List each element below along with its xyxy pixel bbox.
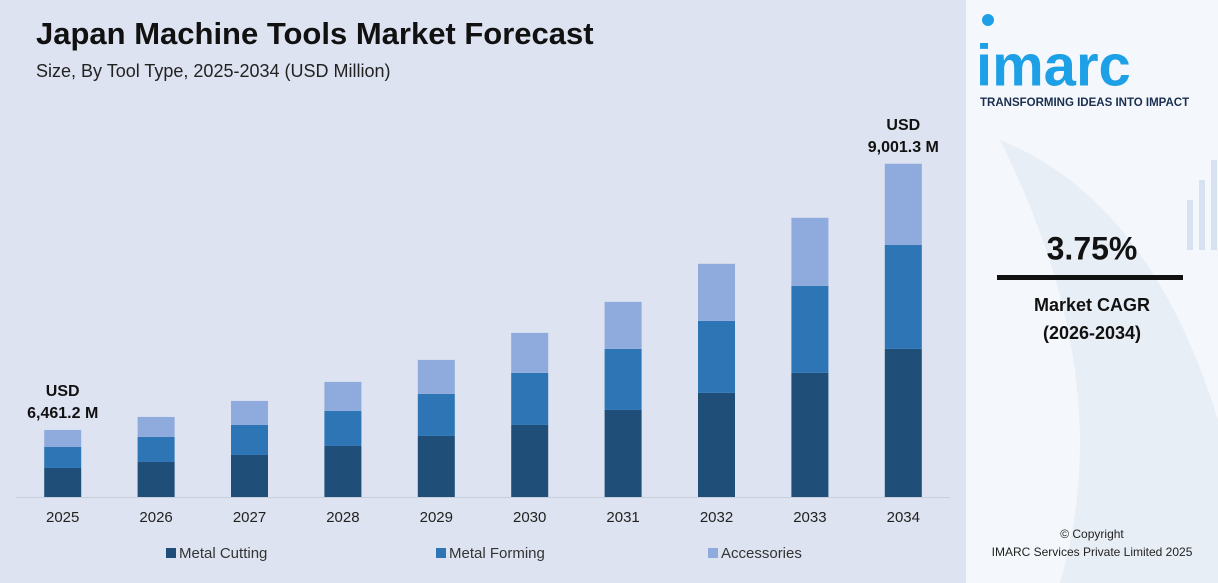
x-tick-label: 2026 (139, 509, 172, 526)
bar-segment (511, 372, 549, 425)
bar-segment (137, 436, 175, 462)
annotation: USD (46, 383, 80, 400)
x-tick-label: 2031 (606, 509, 639, 526)
bar-segment (884, 348, 922, 497)
bar-segment (698, 392, 735, 497)
logo-dot (982, 14, 994, 26)
bar-segment (44, 429, 82, 447)
bar-segment (604, 409, 642, 497)
bar-segment (44, 467, 82, 497)
bar-segment (511, 332, 549, 373)
bar-segment (231, 400, 268, 425)
bar-segment (417, 359, 455, 394)
bar-segment (137, 461, 175, 497)
bar-segment (884, 244, 922, 349)
x-tick-label: 2025 (46, 509, 79, 526)
bar-segment (324, 445, 362, 497)
decor-bars (1187, 160, 1217, 250)
bar-segment (511, 424, 549, 497)
legend-label: Accessories (721, 545, 802, 562)
bar-segment (231, 454, 268, 497)
bar-segment (324, 410, 362, 446)
legend-swatch (166, 548, 176, 558)
annotation: USD (886, 117, 920, 134)
bar-segment (604, 348, 642, 410)
annotation: 6,461.2 M (27, 405, 98, 422)
bar-segment (698, 320, 735, 393)
bar-segment (137, 416, 175, 437)
chart-title: Japan Machine Tools Market Forecast (36, 16, 594, 51)
bar-segment (604, 301, 642, 349)
logo: imarc (976, 33, 1131, 98)
bar-segment (417, 393, 455, 436)
bar-segment (417, 435, 455, 497)
x-tick-label: 2033 (793, 509, 826, 526)
bar-segment (44, 446, 82, 468)
legend-swatch (436, 548, 446, 558)
x-tick-label: 2032 (700, 509, 733, 526)
bar-segment (884, 163, 922, 245)
tagline: TRANSFORMING IDEAS INTO IMPACT (980, 97, 1189, 109)
x-tick-label: 2028 (326, 509, 359, 526)
chart-subtitle: Size, By Tool Type, 2025-2034 (USD Milli… (36, 61, 391, 81)
bar-segment (791, 285, 829, 373)
bar-segment (231, 424, 268, 455)
x-tick-label: 2027 (233, 509, 266, 526)
bar-segment (698, 263, 735, 321)
x-tick-label: 2029 (420, 509, 453, 526)
x-tick-label: 2030 (513, 509, 546, 526)
cagr-label: Market CAGR (1034, 295, 1150, 315)
bar-segment (324, 381, 362, 411)
legend-label: Metal Forming (449, 545, 545, 562)
cagr-value: 3.75% (1047, 230, 1138, 266)
decor (1000, 140, 1218, 583)
x-tick-label: 2034 (887, 509, 920, 526)
annotation: 9,001.3 M (868, 139, 939, 156)
bar-segment (791, 372, 829, 497)
copyright: © Copyright (1060, 527, 1124, 541)
cagr-period: (2026-2034) (1043, 323, 1141, 343)
cagr-rule (997, 275, 1183, 280)
company: IMARC Services Private Limited 2025 (992, 545, 1193, 559)
legend-swatch (708, 548, 718, 558)
bar-segment (791, 217, 829, 286)
legend-label: Metal Cutting (179, 545, 267, 562)
